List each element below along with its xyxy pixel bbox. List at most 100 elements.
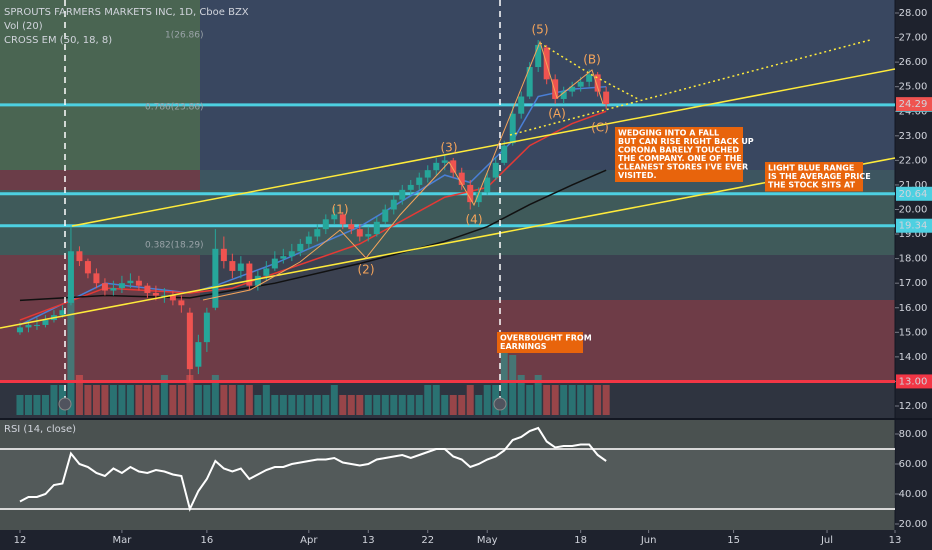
earnings-icon[interactable] (58, 397, 72, 411)
y-tick-label: 18.00 (899, 254, 928, 265)
candle-body (220, 248, 227, 262)
candle-body (569, 86, 576, 92)
wave-label: (1) (332, 203, 349, 217)
x-tick-label: 13 (889, 535, 902, 546)
candle-body (577, 81, 584, 87)
candle-body (433, 162, 440, 171)
volume-bar (135, 385, 143, 415)
ema-line (19, 110, 607, 321)
volume-bar (534, 375, 542, 415)
note-text: VISITED. (618, 171, 657, 180)
note-text: EARNINGS (500, 342, 547, 351)
y-tick-label: 19.00 (899, 229, 928, 240)
wave-path (202, 40, 604, 301)
x-tick-label: Mar (112, 535, 132, 546)
level-tag-label: 13.00 (899, 376, 928, 387)
y-tick-label: 12.00 (899, 401, 928, 412)
zone-gray (200, 255, 895, 300)
y-tick-label: 17.00 (899, 278, 928, 289)
volume-bar (560, 385, 568, 415)
x-tick-label: 13 (362, 535, 375, 546)
candle-body (475, 192, 482, 203)
rsi-tick-label: 20.00 (899, 519, 928, 530)
candle-body (195, 342, 202, 367)
note-box (765, 162, 863, 192)
volume-bar (33, 395, 41, 415)
candle-body (407, 184, 414, 190)
rsi-line (19, 426, 607, 512)
volume-bar (41, 395, 49, 415)
candle-body (365, 234, 372, 237)
candle-body (509, 113, 516, 144)
volume-bar (305, 395, 313, 415)
volume-bar (237, 385, 245, 415)
volume-bar (568, 385, 576, 415)
volume-bar (543, 385, 551, 415)
volume-bar (466, 385, 474, 415)
candle-body (169, 295, 176, 301)
volume-bar (194, 385, 202, 415)
candle-body (458, 172, 465, 185)
price-tag-label: 24.29 (899, 99, 928, 110)
volume-bar (92, 385, 100, 415)
note-text: WEDGING INTO A FALL (618, 129, 719, 138)
volume-bar (390, 395, 398, 415)
candle-body (586, 74, 593, 82)
fib-label: 1(26.86) (165, 31, 204, 41)
volume-bar (177, 385, 185, 415)
volume-bar (160, 375, 168, 415)
note-text: THE STOCK SITS AT (768, 181, 856, 190)
volume-bar (602, 385, 610, 415)
candle-body (59, 310, 66, 316)
volume-bar (296, 395, 304, 415)
x-tick-label: Jul (820, 535, 833, 546)
candle-body (603, 91, 610, 105)
candle-body (161, 295, 168, 297)
fib-label: 0.382(18.29) (145, 241, 204, 251)
volume-bar (169, 385, 177, 415)
candle-body (271, 258, 278, 269)
volume-bar (101, 385, 109, 415)
candle-body (373, 221, 380, 235)
volume-bar (118, 385, 126, 415)
wave-label: (2) (358, 263, 375, 277)
candle-body (314, 229, 321, 237)
x-tick-label: Jun (640, 535, 657, 546)
trendline (509, 39, 871, 136)
volume-bar (75, 375, 83, 415)
candle-body (441, 160, 448, 163)
candle-body (203, 312, 210, 343)
volume-bar (449, 395, 457, 415)
candle-body (424, 170, 431, 178)
y-tick-label: 14.00 (899, 352, 928, 363)
level-tag (896, 218, 932, 233)
volume-bar (407, 395, 415, 415)
volume-bar (50, 385, 58, 415)
volume-bar (84, 385, 92, 415)
price-tag (896, 97, 932, 112)
volume-bar (262, 385, 270, 415)
volume-bar (441, 395, 449, 415)
candle-body (450, 160, 457, 173)
note-box (497, 332, 583, 353)
note-box (615, 127, 743, 182)
rsi-tick-label: 40.00 (899, 489, 928, 500)
candle-body (144, 285, 151, 294)
earnings-icon[interactable] (493, 397, 507, 411)
candle-body (297, 243, 304, 252)
volume-bar (67, 295, 75, 415)
rsi-tick-label: 80.00 (899, 429, 928, 440)
candle-body (280, 256, 287, 259)
fib-label: 0.786(23.86) (145, 103, 204, 113)
volume-bar (220, 385, 228, 415)
candle-body (67, 251, 74, 303)
candle-body (178, 300, 185, 306)
x-tick-label: May (477, 535, 498, 546)
candle-body (594, 74, 601, 92)
volume-bar (424, 385, 432, 415)
candle-body (84, 261, 91, 274)
candle-body (33, 324, 40, 326)
candle-body (186, 312, 193, 370)
